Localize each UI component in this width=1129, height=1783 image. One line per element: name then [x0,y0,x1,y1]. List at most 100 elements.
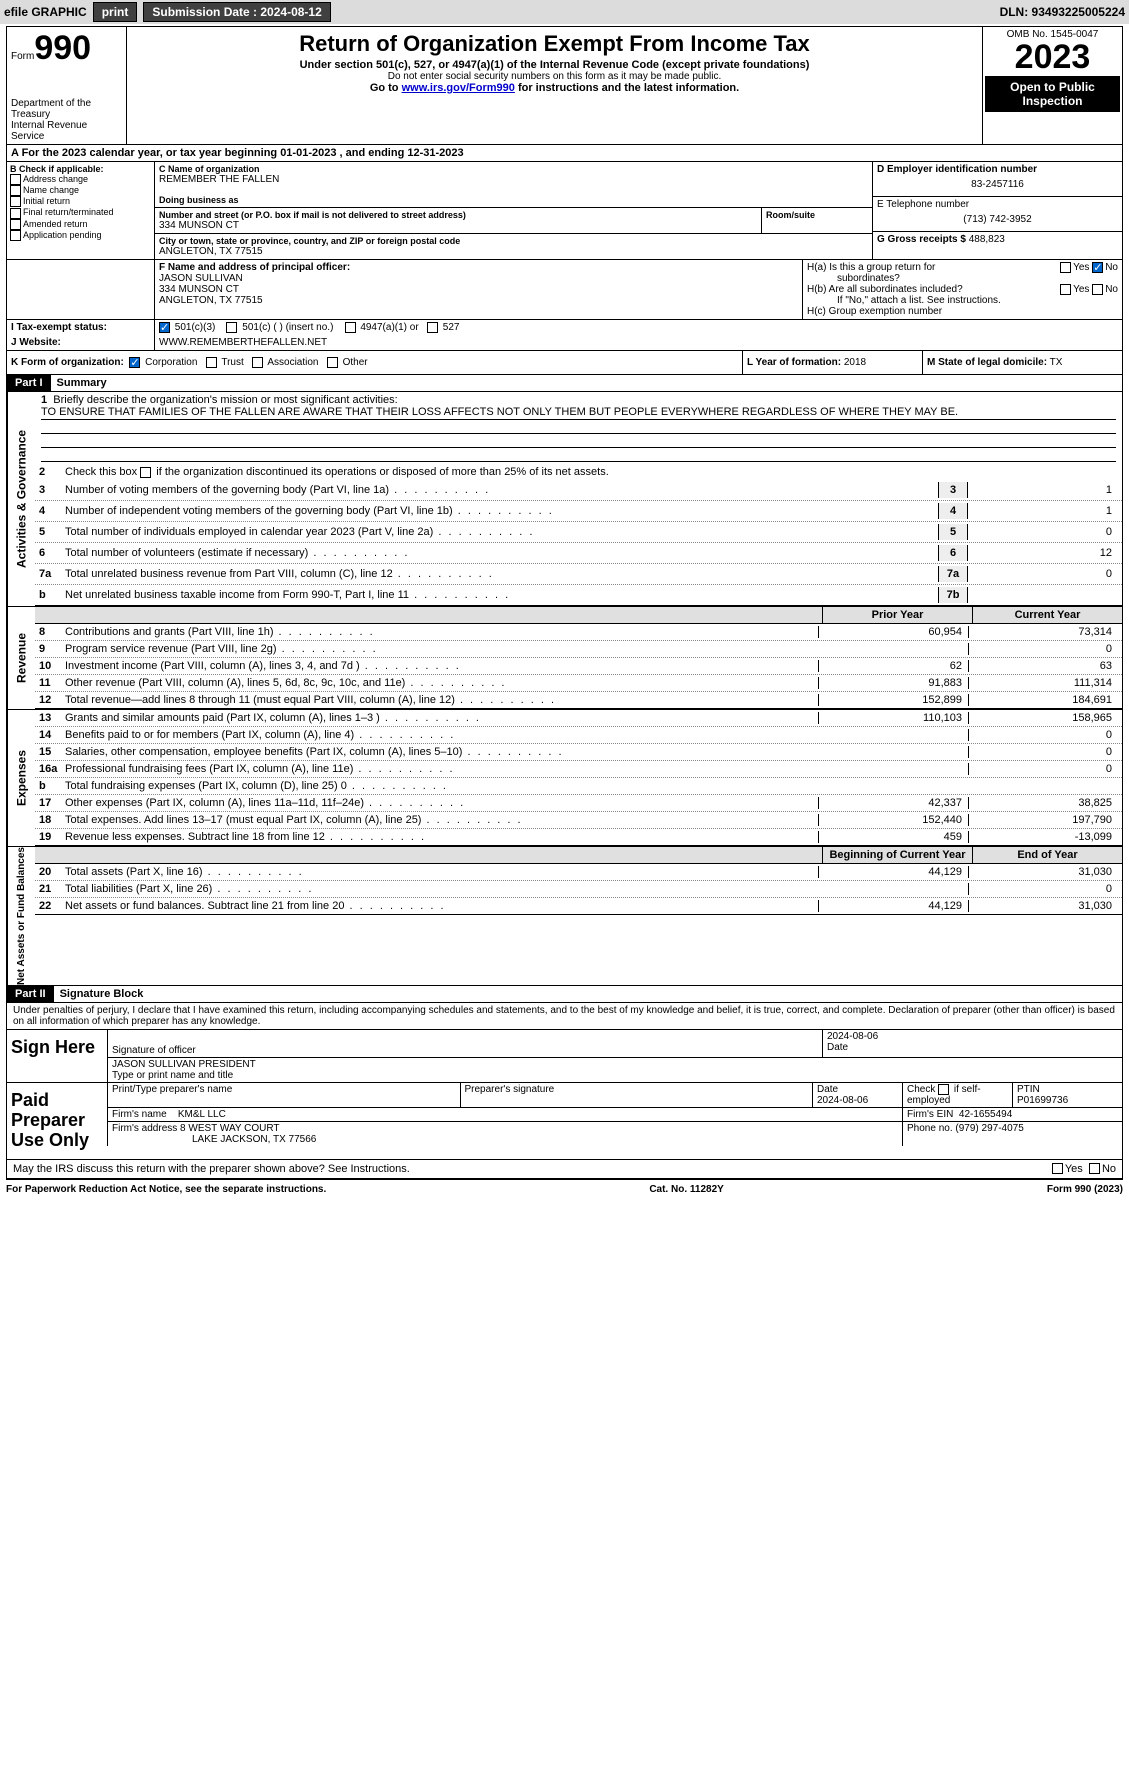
line-12: 12Total revenue—add lines 8 through 11 (… [35,692,1122,709]
section-bcd: B Check if applicable: Address change Na… [7,162,1122,260]
chk-ha-no[interactable] [1092,262,1103,273]
line-14: 14Benefits paid to or for members (Part … [35,727,1122,744]
firm-addr1: 8 WEST WAY COURT [180,1123,279,1134]
telephone: (713) 742-3952 [877,210,1118,229]
tax-year: 2023 [985,40,1120,74]
footer-center: Cat. No. 11282Y [326,1184,1047,1195]
line-9: 9Program service revenue (Part VIII, lin… [35,641,1122,658]
ptin: P01699736 [1017,1095,1068,1106]
line-19: 19Revenue less expenses. Subtract line 1… [35,829,1122,846]
line-5: 5Total number of individuals employed in… [35,522,1122,543]
chk-501c[interactable] [226,322,237,333]
chk-name-change[interactable] [10,185,21,196]
ein: 83-2457116 [877,175,1118,194]
header-right: OMB No. 1545-0047 2023 Open to Public In… [982,27,1122,144]
expenses-section: Expenses 13Grants and similar amounts pa… [7,710,1122,847]
chk-amended[interactable] [10,219,21,230]
line-b: bTotal fundraising expenses (Part IX, co… [35,778,1122,795]
row-a: A For the 2023 calendar year, or tax yea… [7,145,1122,162]
chk-527[interactable] [427,322,438,333]
chk-corp[interactable] [129,357,140,368]
firm-ein: 42-1655494 [959,1109,1012,1120]
chk-hb-no[interactable] [1092,284,1103,295]
chk-hb-yes[interactable] [1060,284,1071,295]
address-cell: Number and street (or P.O. box if mail i… [155,208,872,234]
net-header: Beginning of Current Year End of Year [35,847,1122,864]
line-11: 11Other revenue (Part VIII, column (A), … [35,675,1122,692]
chk-4947[interactable] [345,322,356,333]
line-22: 22Net assets or fund balances. Subtract … [35,898,1122,915]
mission-block: 1 Briefly describe the organization's mi… [35,392,1122,464]
row-k: K Form of organization: Corporation Trus… [7,351,1122,375]
chk-501c3[interactable] [159,322,170,333]
toolbar: efile GRAPHIC print Submission Date : 20… [0,0,1129,24]
header-center: Return of Organization Exempt From Incom… [127,27,982,144]
chk-address-change[interactable] [10,174,21,185]
side-ag: Activities & Governance [7,392,35,606]
side-exp: Expenses [7,710,35,846]
firm-addr2: LAKE JACKSON, TX 77566 [112,1134,316,1145]
form-title: Return of Organization Exempt From Incom… [131,31,978,57]
line-21: 21Total liabilities (Part X, line 26)0 [35,881,1122,898]
firm-name: KM&L LLC [178,1109,226,1120]
subtitle-3: Go to www.irs.gov/Form990 for instructio… [131,82,978,94]
dln: DLN: 93493225005224 [1000,5,1125,19]
line-4: 4Number of independent voting members of… [35,501,1122,522]
part1-header: Part I Summary [7,375,1122,392]
print-button[interactable]: print [93,2,138,22]
firm-phone: (979) 297-4075 [955,1123,1023,1134]
gross-receipts: 488,823 [969,234,1005,245]
line-3: 3Number of voting members of the governi… [35,480,1122,501]
state-domicile: TX [1050,357,1063,368]
line-7b: bNet unrelated business taxable income f… [35,585,1122,606]
form-label: Form [11,51,34,62]
page-footer: For Paperwork Reduction Act Notice, see … [0,1182,1129,1197]
side-rev: Revenue [7,607,35,709]
dept-label: Department of the Treasury [11,98,122,120]
chk-discontinued[interactable] [140,467,151,478]
line-13: 13Grants and similar amounts paid (Part … [35,710,1122,727]
officer-sig: JASON SULLIVAN PRESIDENT [112,1059,1118,1070]
form-header: Form990 Department of the Treasury Inter… [7,27,1122,145]
officer-name: JASON SULLIVAN [159,273,798,284]
header-left: Form990 Department of the Treasury Inter… [7,27,127,144]
chk-discuss-no[interactable] [1089,1163,1100,1174]
side-net: Net Assets or Fund Balances [7,847,35,985]
revenue-section: Revenue Prior Year Current Year 8Contrib… [7,607,1122,710]
line-7a: 7aTotal unrelated business revenue from … [35,564,1122,585]
sig-date: 2024-08-06 [827,1031,1118,1042]
chk-initial-return[interactable] [10,196,21,207]
org-address: 334 MUNSON CT [159,220,757,231]
line-17: 17Other expenses (Part IX, column (A), l… [35,795,1122,812]
chk-app-pending[interactable] [10,230,21,241]
chk-other[interactable] [327,357,338,368]
line-16a: 16aProfessional fundraising fees (Part I… [35,761,1122,778]
submission-date: Submission Date : 2024-08-12 [143,2,330,22]
row-i: I Tax-exempt status: 501(c)(3) 501(c) ( … [7,320,1122,335]
signature-section: Sign Here Signature of officer 2024-08-0… [7,1030,1122,1159]
box-b-title: B Check if applicable: [10,164,151,174]
line-15: 15Salaries, other compensation, employee… [35,744,1122,761]
netassets-section: Net Assets or Fund Balances Beginning of… [7,847,1122,986]
chk-final-return[interactable] [10,208,21,219]
chk-ha-yes[interactable] [1060,262,1071,273]
chk-assoc[interactable] [252,357,263,368]
chk-discuss-yes[interactable] [1052,1163,1063,1174]
form-page: Form990 Department of the Treasury Inter… [6,26,1123,1180]
rev-header: Prior Year Current Year [35,607,1122,624]
org-name-cell: C Name of organization REMEMBER THE FALL… [155,162,872,208]
line-6: 6Total number of volunteers (estimate if… [35,543,1122,564]
efile-label: efile GRAPHIC [4,5,87,19]
part2-header: Part II Signature Block [7,986,1122,1003]
chk-trust[interactable] [206,357,217,368]
box-b: B Check if applicable: Address change Na… [7,162,155,259]
box-c: C Name of organization REMEMBER THE FALL… [155,162,872,259]
website: WWW.REMEMBERTHEFALLEN.NET [155,335,1122,350]
org-name: REMEMBER THE FALLEN [159,174,868,185]
irs-link[interactable]: www.irs.gov/Form990 [402,82,515,94]
box-d: D Employer identification number 83-2457… [872,162,1122,259]
chk-self-emp[interactable] [938,1084,949,1095]
irs-label: Internal Revenue Service [11,120,122,142]
line-10: 10Investment income (Part VIII, column (… [35,658,1122,675]
subtitle-2: Do not enter social security numbers on … [131,71,978,82]
